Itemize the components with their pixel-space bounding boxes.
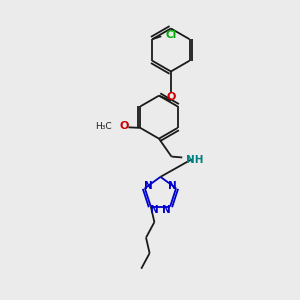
Text: NH: NH xyxy=(186,154,204,165)
Text: Cl: Cl xyxy=(165,30,176,40)
Text: N: N xyxy=(162,205,171,214)
Text: O: O xyxy=(166,92,176,102)
Text: H₃C: H₃C xyxy=(95,122,111,131)
Text: N: N xyxy=(150,205,159,214)
Text: N: N xyxy=(168,181,177,191)
Text: N: N xyxy=(144,181,153,191)
Text: O: O xyxy=(119,122,129,131)
